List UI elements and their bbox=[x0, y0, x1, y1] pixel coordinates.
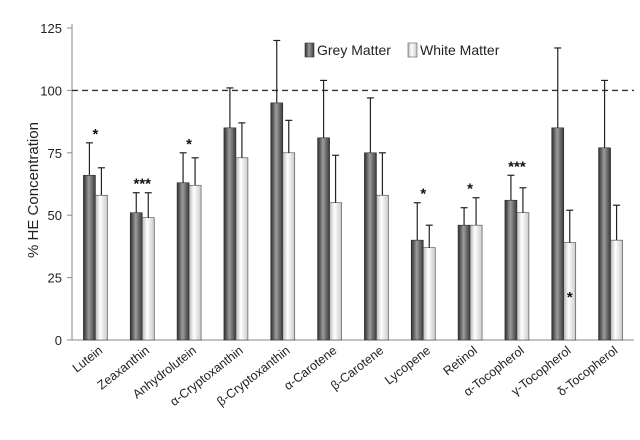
bar-grey-matter bbox=[317, 137, 330, 341]
y-tick-label: 0 bbox=[55, 333, 62, 348]
y-axis-title: % HE Concentration bbox=[25, 122, 42, 258]
bar-white-matter bbox=[469, 224, 483, 341]
y-tick-label: 125 bbox=[40, 21, 62, 36]
legend-swatch-grey-matter bbox=[304, 42, 315, 58]
plot-area: *Lutein***Zeaxanthin*Anhydroluteinα-Cryp… bbox=[70, 39, 634, 409]
bar-grey-matter bbox=[223, 127, 237, 341]
bar-grey-matter bbox=[129, 212, 143, 341]
legend-label-grey-matter: Grey Matter bbox=[317, 42, 391, 58]
bar-white-matter bbox=[610, 239, 623, 341]
y-axis: 0 25 50 75 100 125 bbox=[40, 21, 634, 348]
bar-grey-matter bbox=[83, 174, 96, 341]
bar-white-matter bbox=[422, 247, 436, 341]
x-tick-label: Lycopene bbox=[382, 343, 433, 387]
significance-marker: * bbox=[420, 186, 426, 203]
bar-grey-matter bbox=[270, 102, 284, 341]
bar-white-matter bbox=[235, 157, 249, 341]
bar-white-matter bbox=[95, 194, 108, 341]
bar-white-matter bbox=[376, 194, 389, 341]
legend: Grey Matter White Matter bbox=[304, 42, 500, 58]
significance-marker: * bbox=[567, 289, 573, 306]
bar-grey-matter bbox=[176, 182, 190, 341]
y-tick-label: 25 bbox=[48, 271, 62, 286]
x-tick-label: Retinol bbox=[441, 343, 480, 378]
bar-white-matter bbox=[282, 152, 296, 341]
bar-white-matter bbox=[329, 202, 342, 341]
legend-swatch-white-matter bbox=[407, 42, 418, 58]
bar-grey-matter bbox=[504, 199, 518, 341]
bar-grey-matter bbox=[364, 152, 377, 341]
y-axis-label: % HE Concentration bbox=[25, 122, 42, 258]
bar-grey-matter bbox=[598, 147, 611, 341]
significance-marker: *** bbox=[133, 176, 151, 193]
y-tick-label: 100 bbox=[40, 83, 62, 98]
bar-white-matter bbox=[516, 212, 530, 341]
significance-marker: * bbox=[186, 136, 192, 153]
x-tick-label: Lutein bbox=[70, 343, 105, 375]
y-tick-label: 75 bbox=[48, 146, 62, 161]
significance-marker: * bbox=[467, 181, 473, 198]
significance-marker: *** bbox=[508, 158, 526, 175]
y-tick-label: 50 bbox=[48, 208, 62, 223]
bar-white-matter bbox=[141, 217, 155, 341]
bar-grey-matter bbox=[410, 239, 424, 341]
significance-marker: * bbox=[92, 126, 98, 143]
bar-grey-matter bbox=[457, 224, 471, 341]
legend-label-white-matter: White Matter bbox=[420, 42, 500, 58]
bar-grey-matter bbox=[551, 127, 565, 341]
bar-white-matter bbox=[188, 184, 202, 341]
x-tick-label: β-Carotene bbox=[328, 343, 386, 393]
